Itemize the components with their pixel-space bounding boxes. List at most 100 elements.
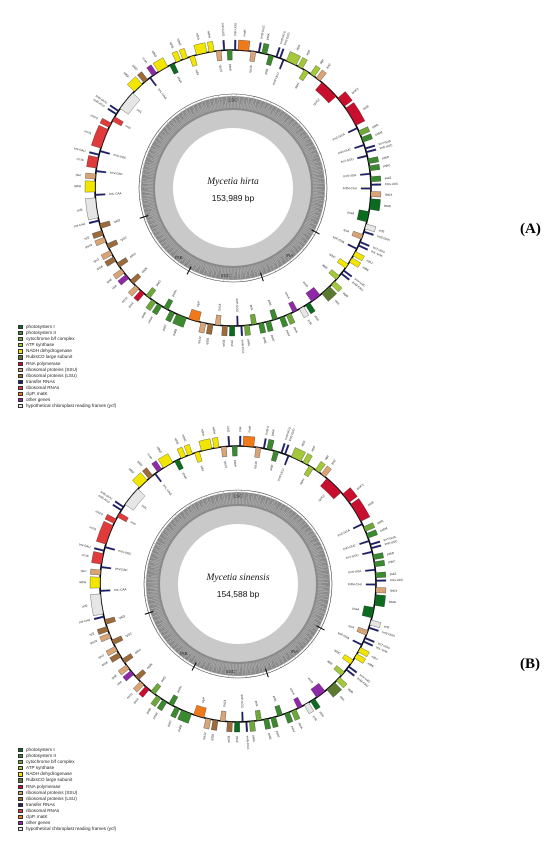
gene-label: ndhI	[199, 465, 205, 472]
legend-item-a: photosystem II	[18, 330, 116, 336]
gene-rpoA	[138, 686, 150, 698]
gene-label: ycf1	[136, 108, 143, 115]
gene-label: rps7	[76, 173, 82, 177]
gene-label: psbE	[267, 732, 272, 740]
gene-label: petA	[293, 326, 299, 333]
gene-atpA	[286, 51, 301, 66]
gene-cemA	[293, 697, 303, 709]
gene-label: trnS-GGA	[377, 234, 391, 242]
gene-label: trnN-GUU	[100, 490, 113, 501]
legend-swatch	[18, 391, 23, 397]
gene-label: cemA	[284, 291, 291, 300]
gene-label: rrn4.5	[95, 509, 104, 516]
gene-psaA	[361, 605, 375, 619]
gene-trnY-GUA	[369, 540, 381, 546]
gene-label: trnC-GCA	[332, 132, 346, 141]
legend-item-a: NADH dehydrogenase	[18, 348, 116, 354]
gene-ccsA	[151, 460, 162, 473]
gene-label: atpB	[347, 687, 354, 694]
gene-label: trnI-GAU	[79, 542, 91, 549]
legend-item-b: photosystem II	[18, 753, 116, 759]
gene-trnM-CAU	[345, 668, 355, 677]
gene-psaC	[174, 458, 184, 471]
legend-swatch	[18, 766, 23, 771]
map-center	[173, 128, 293, 248]
gene-trnN-GUU	[109, 104, 120, 112]
gene-ccsA	[146, 64, 157, 77]
gene-trnP-UGG	[236, 315, 239, 327]
gene-label: clpP	[196, 301, 201, 308]
gene-label: psbC	[388, 559, 396, 564]
legend-item-b: RNA polymerase	[18, 784, 116, 790]
gene-atpH	[298, 69, 309, 82]
gene-label: clpP	[201, 697, 206, 704]
gene-trnI-CAU	[93, 615, 105, 621]
gene-label: ndhA	[200, 429, 205, 437]
gene-petA	[291, 709, 301, 721]
gene-psbI	[271, 450, 279, 462]
legend-swatch	[18, 379, 23, 384]
gene-label: rpl36	[146, 662, 154, 670]
gene-label: rps8	[106, 277, 113, 284]
gene-label: rbcL	[334, 299, 341, 306]
gene-psbF	[265, 320, 274, 332]
legend-item-b: ATP synthase	[18, 765, 116, 771]
gene-trnE-UUC	[365, 148, 377, 154]
legend-swatch	[18, 821, 23, 826]
region-label: LSC	[234, 494, 244, 499]
gene-label: rpoC1	[356, 482, 365, 490]
gene-label: psbI	[264, 68, 269, 75]
gene-petB	[150, 695, 162, 707]
gene-atpE	[328, 269, 340, 280]
gene-trnV-GAC	[100, 566, 112, 570]
gene-trnD-GUC	[354, 144, 365, 149]
region-boundary-tick	[265, 668, 269, 678]
gene-label: trnE-UUC	[384, 539, 398, 546]
gene-rpl23	[104, 616, 116, 625]
gene-label: rpl33	[226, 735, 230, 742]
gene-label: psbF	[275, 730, 281, 738]
gene-label: ndhB	[79, 580, 86, 584]
gene-label: rrn4.5	[90, 113, 99, 120]
legend-label: ribosomal RNAs	[26, 807, 60, 813]
gene-rpl33	[221, 325, 228, 337]
gene-label: trnP-UGG	[240, 695, 244, 709]
gene-rpoC1	[337, 91, 353, 107]
gene-psbL	[269, 308, 278, 321]
gene-label: psbB	[172, 328, 178, 336]
legend-label: RNA polymerase	[26, 360, 61, 366]
gene-label: rps3	[93, 257, 100, 263]
gene-rps8	[117, 664, 130, 676]
gene-label: trnK-UUU	[233, 23, 237, 36]
gene-label: trnS-GCU	[284, 427, 292, 441]
gene-label: trnS-GGA	[382, 630, 396, 638]
gene-rpl33	[226, 721, 233, 733]
legend-swatch	[18, 772, 23, 777]
gene-label: psaB	[389, 599, 396, 604]
gene-label: ndhA	[195, 33, 200, 41]
legend-swatch	[18, 796, 23, 801]
legend-label: hypothetical chloroplast reading frames …	[26, 403, 117, 409]
legend-swatch	[18, 754, 23, 759]
gene-ycf3	[364, 223, 377, 233]
legend-swatch	[18, 337, 23, 342]
gene-label: ndhJ	[371, 654, 379, 661]
gene-ycf1	[124, 488, 146, 511]
gene-rpl16	[104, 256, 117, 267]
gene-label: rps2	[330, 458, 337, 465]
gene-label: petA	[298, 722, 304, 729]
gene-trnT-GGU	[362, 550, 373, 556]
legend-item-a: other genes	[18, 397, 116, 403]
gene-psbZ	[370, 175, 382, 182]
gene-label: ndhF	[123, 71, 131, 79]
gene-atpB	[336, 677, 348, 689]
gene-rps18	[215, 314, 222, 326]
gene-label: rpl14	[134, 648, 142, 655]
gene-trnQ-UUG	[262, 438, 267, 449]
gene-label: atpE	[321, 263, 328, 270]
legend-item-b: NADH dehydrogenase	[18, 771, 116, 777]
circular-genome-map-b: LSCIRASSCIRBtrnH-GUGpsbAtrnK-UUUmatKrps1…	[78, 426, 404, 749]
gene-ndhB	[84, 180, 96, 193]
gene-trnL-CAA	[94, 193, 106, 196]
